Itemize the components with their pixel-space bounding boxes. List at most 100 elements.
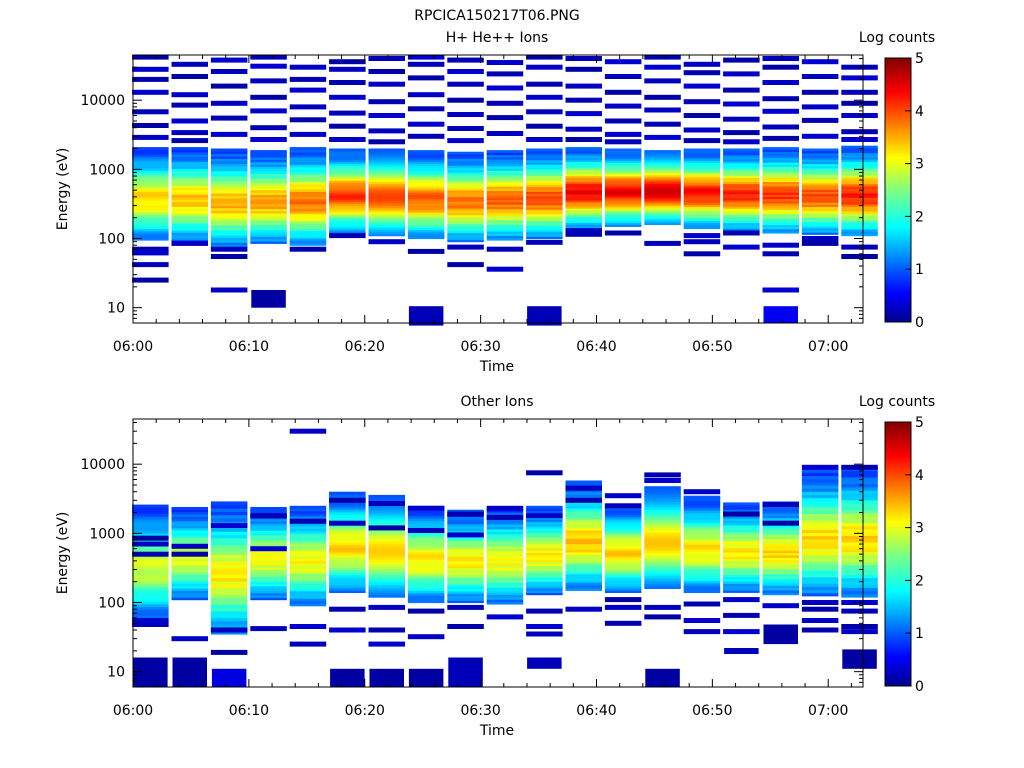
time-column <box>762 501 799 645</box>
time-column <box>841 64 878 259</box>
energy-bin <box>329 173 366 177</box>
energy-bin <box>526 182 563 186</box>
energy-bin <box>565 551 602 556</box>
energy-bin <box>604 148 642 151</box>
energy-bin <box>486 235 524 239</box>
energy-bin <box>644 557 681 561</box>
energy-bin <box>644 194 681 198</box>
energy-bin <box>801 469 839 473</box>
energy-bin <box>289 528 327 532</box>
sparse-count <box>407 634 445 640</box>
energy-bin <box>526 576 563 580</box>
energy-bin <box>604 541 642 545</box>
energy-bin <box>762 205 799 208</box>
energy-bin <box>604 570 642 573</box>
energy-bin <box>210 501 248 506</box>
energy-bin <box>604 158 642 161</box>
energy-bin <box>801 215 839 218</box>
energy-bin <box>762 578 799 582</box>
energy-bin <box>171 597 208 601</box>
energy-bin <box>683 582 721 586</box>
sparse-count <box>683 618 721 623</box>
sparse-count <box>368 113 405 118</box>
sparse-count <box>250 94 287 100</box>
sparse-count <box>841 137 878 142</box>
energy-bin <box>250 530 287 534</box>
energy-bin <box>604 220 642 223</box>
energy-bin <box>762 566 799 570</box>
energy-bin <box>723 590 760 593</box>
energy-bin <box>407 203 445 206</box>
energy-bin <box>486 177 524 180</box>
energy-bin <box>565 147 602 150</box>
energy-bin <box>486 168 524 171</box>
time-column <box>132 504 169 687</box>
energy-bin <box>604 510 642 513</box>
energy-bin <box>289 590 327 594</box>
plot-frame <box>132 418 864 688</box>
energy-bin <box>526 510 563 514</box>
energy-bin <box>132 578 169 582</box>
energy-bin <box>250 206 287 209</box>
energy-bin <box>565 220 602 223</box>
energy-bin <box>683 158 721 162</box>
sparse-count <box>644 604 681 610</box>
energy-bin <box>762 207 799 210</box>
energy-bin <box>762 164 799 167</box>
energy-bin <box>289 530 327 534</box>
energy-bin <box>565 568 602 572</box>
energy-bin <box>526 519 563 522</box>
energy-bin <box>250 532 287 536</box>
energy-bin <box>683 500 721 504</box>
energy-bin <box>604 579 642 582</box>
energy-bin <box>132 558 169 562</box>
x-tick-label: 06:40 <box>576 703 616 719</box>
energy-bin <box>447 187 484 191</box>
energy-bin <box>644 509 681 513</box>
energy-bin <box>210 158 248 162</box>
energy-bin <box>407 161 445 164</box>
energy-bin <box>250 507 287 510</box>
energy-bin <box>171 184 208 188</box>
energy-bin <box>407 216 445 220</box>
energy-bin <box>132 233 169 236</box>
energy-bin <box>723 214 760 217</box>
sparse-count <box>565 606 602 612</box>
energy-bin <box>447 205 484 209</box>
energy-bin <box>171 173 208 177</box>
energy-bin <box>486 584 524 588</box>
energy-bin <box>329 494 366 498</box>
energy-bin <box>762 196 799 200</box>
energy-bin <box>250 150 287 153</box>
energy-bin <box>289 169 327 173</box>
energy-bin <box>289 186 327 190</box>
energy-bin <box>210 237 248 241</box>
energy-bin <box>329 169 366 173</box>
energy-bin <box>762 569 799 572</box>
energy-bin <box>644 506 681 510</box>
sparse-count <box>210 254 248 259</box>
sparse-count <box>723 511 760 517</box>
energy-bin <box>329 549 366 553</box>
energy-bin <box>132 230 169 234</box>
energy-bin <box>407 575 445 579</box>
energy-bin <box>329 150 366 154</box>
energy-bin <box>604 512 642 516</box>
energy-bin <box>683 204 721 207</box>
energy-bin <box>604 177 642 181</box>
energy-bin <box>801 208 839 212</box>
energy-bin <box>762 224 799 228</box>
energy-bin <box>762 202 799 206</box>
sparse-count <box>210 649 248 655</box>
energy-bin <box>526 532 563 536</box>
energy-bin <box>407 150 445 153</box>
energy-bin <box>644 196 681 199</box>
energy-bin <box>723 193 760 197</box>
energy-bin <box>762 529 799 533</box>
energy-bin <box>486 521 524 525</box>
energy-bin <box>447 230 484 234</box>
energy-bin <box>329 501 366 505</box>
energy-bin <box>841 593 878 598</box>
energy-bin <box>683 208 721 211</box>
energy-bin <box>289 515 327 519</box>
